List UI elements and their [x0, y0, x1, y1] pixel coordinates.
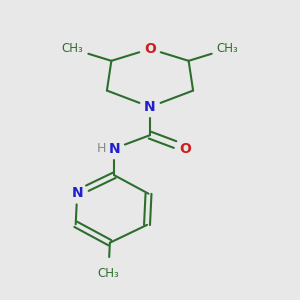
- Text: CH₃: CH₃: [98, 267, 119, 280]
- Text: CH₃: CH₃: [62, 42, 84, 56]
- Text: O: O: [180, 142, 192, 155]
- Text: N: N: [109, 142, 120, 155]
- Text: N: N: [71, 186, 83, 200]
- Text: N: N: [144, 100, 156, 114]
- Text: CH₃: CH₃: [216, 42, 238, 56]
- Text: O: O: [144, 42, 156, 56]
- Text: H: H: [97, 142, 106, 155]
